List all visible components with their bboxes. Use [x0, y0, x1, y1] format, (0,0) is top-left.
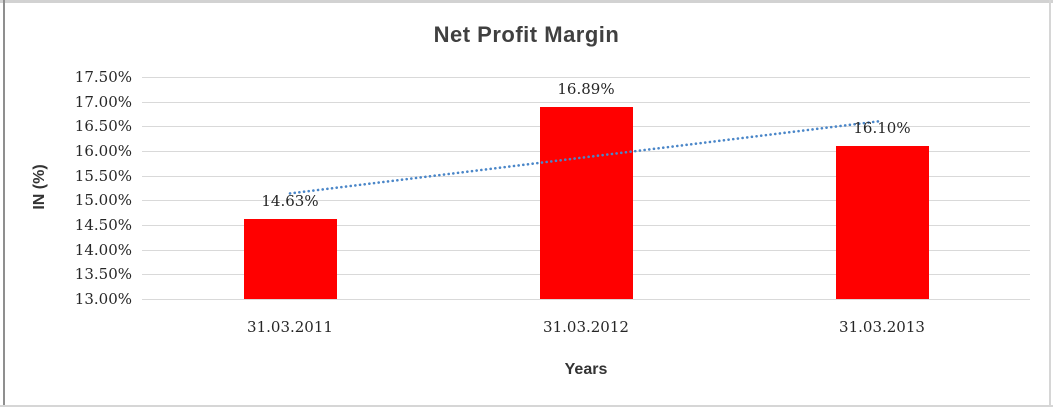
x-tick-label: 31.03.2011: [247, 318, 333, 336]
x-axis-title: Years: [564, 361, 608, 378]
bar-31.03.2011: [243, 218, 337, 299]
y-tick-label: 16.50%: [74, 117, 132, 136]
bar-31.03.2013: [835, 146, 929, 299]
data-label: 14.63%: [261, 191, 319, 210]
frame-border-right: [1049, 0, 1051, 407]
frame-border-bottom: [0, 405, 1053, 407]
y-tick-label: 13.00%: [74, 290, 132, 308]
data-label: 16.10%: [853, 119, 911, 138]
y-tick-label: 16.00%: [74, 142, 132, 160]
y-tick-label: 15.00%: [74, 191, 132, 210]
gridline: [142, 77, 1030, 78]
x-tick-label: 31.03.2012: [543, 318, 629, 336]
y-tick-label: 13.50%: [74, 265, 132, 284]
x-axis-line: [142, 299, 1030, 300]
y-tick-label: 14.50%: [74, 216, 132, 234]
frame-border-left: [3, 0, 5, 407]
y-tick-label: 17.50%: [74, 68, 132, 86]
gridline: [142, 101, 1030, 103]
y-tick-label: 17.00%: [74, 92, 132, 111]
y-tick-label: 14.00%: [74, 240, 132, 259]
plot-area: [142, 77, 1030, 300]
bar-31.03.2012: [539, 107, 633, 299]
data-label: 16.89%: [557, 80, 615, 99]
frame-border-top: [0, 0, 1053, 3]
trendline-layer: [288, 119, 884, 195]
chart-title: Net Profit Margin: [433, 22, 620, 47]
trendline: [288, 119, 884, 195]
x-tick-label: 31.03.2013: [839, 318, 925, 336]
y-tick-label: 15.50%: [74, 166, 132, 185]
